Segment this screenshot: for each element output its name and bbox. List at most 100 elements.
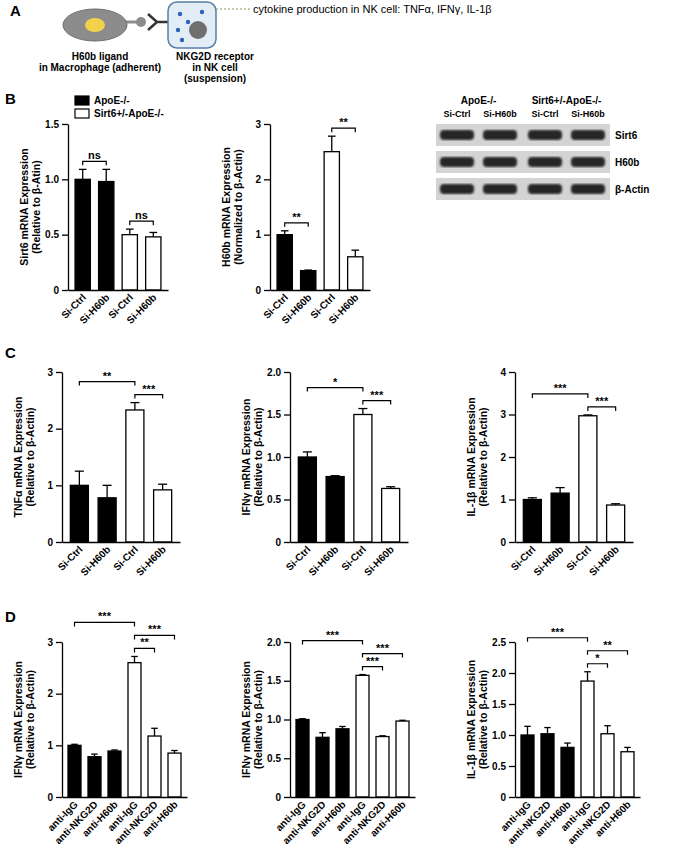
error-cap [158, 484, 167, 485]
x-tick-label: Si-H60b [77, 292, 111, 326]
y-tick: 2.0 [267, 637, 290, 648]
error-cap [151, 728, 158, 729]
error-cap [584, 671, 591, 672]
y-tick-label: 2 [47, 688, 53, 699]
y-tick-mark [284, 372, 290, 373]
blot-lane-label: Si-H60b [571, 109, 605, 119]
y-tick-mark [509, 797, 515, 798]
error-cap [556, 487, 565, 488]
y-axis-title: (Relative to β-Actin) [252, 670, 264, 769]
y-tick: 1.5 [492, 699, 515, 710]
bar [354, 415, 372, 543]
y-axis-title: IL-1β mRNA Expression [465, 660, 477, 779]
cytokine-dot [186, 20, 190, 24]
plot-area [68, 656, 181, 797]
bar [128, 663, 141, 797]
y-tick: 1.0 [492, 730, 515, 741]
y-tick-mark [264, 124, 270, 125]
error-cap [79, 169, 87, 170]
significance-bracket [363, 667, 383, 671]
bar [324, 152, 339, 290]
bar [168, 753, 181, 797]
x-axis: Si-CtrlSi-H60bSi-CtrlSi-H60b [284, 542, 409, 578]
blot-lane-label: Si-Ctrl [532, 109, 559, 119]
x-axis: Si-CtrlSi-H60bSi-CtrlSi-H60b [59, 290, 168, 326]
y-tick-label: 0.5 [267, 494, 281, 505]
plot-area [523, 415, 624, 542]
x-tick-label: Si-H60b [326, 292, 360, 326]
significance-label: ** [339, 116, 348, 128]
y-axis-title: (Relative to β-Actin) [24, 407, 36, 506]
error-cap [399, 720, 406, 721]
panel-letter: D [5, 608, 16, 625]
blot-group-label: ApoE-/- [461, 95, 497, 106]
y-tick-mark [62, 124, 68, 125]
y-tick-mark [284, 642, 290, 643]
plot-area [75, 169, 161, 290]
significance-bracket [83, 161, 107, 165]
y-tick: 1.5 [267, 409, 290, 420]
error-bar [362, 409, 363, 415]
figure: ABCDcytokine production in NK cell: TNFα… [0, 0, 685, 866]
y-tick-mark [56, 485, 62, 486]
significance-label: *** [148, 623, 162, 635]
diagram-label: H60b ligand [72, 51, 129, 62]
error-cap [583, 414, 592, 415]
y-tick-mark [509, 457, 515, 458]
error-cap [281, 230, 289, 231]
y-tick: 3 [500, 409, 515, 420]
blot-band [528, 184, 562, 194]
x-axis: anti-IgGanti-NKG2Danti-H60banti-IgGanti-… [45, 797, 187, 846]
y-tick-mark [284, 499, 290, 500]
error-bar [134, 403, 135, 410]
y-tick-label: 1.0 [45, 174, 59, 185]
y-tick-label: 0 [47, 792, 53, 803]
significance-bracket [130, 221, 154, 225]
error-bar [79, 471, 80, 485]
error-cap [299, 718, 306, 719]
y-tick-mark [509, 642, 515, 643]
y-tick-label: 0 [500, 792, 506, 803]
y-axis-title: (Relative to β-Actin) [24, 670, 36, 769]
bar [601, 734, 614, 797]
error-bar [106, 485, 107, 497]
x-tick-label: Si-H60b [531, 544, 565, 578]
error-cap [71, 744, 78, 745]
blot-band [483, 184, 517, 194]
y-tick: 0 [255, 285, 270, 296]
y-tick: 2.0 [492, 668, 515, 679]
y-tick: 1.5 [267, 675, 290, 686]
y-tick: 1 [47, 740, 62, 751]
bar-chart: 0123anti-IgGanti-NKG2Danti-H60banti-IgGa… [12, 610, 188, 846]
error-cap [528, 497, 537, 498]
error-bar [162, 484, 163, 490]
error-bar [307, 452, 308, 457]
macrophage [63, 9, 127, 41]
y-tick-label: 1.5 [45, 119, 59, 130]
y-tick: 3 [47, 367, 62, 378]
nk-nucleus [189, 21, 207, 39]
y-tick-mark [264, 179, 270, 180]
y-tick-mark [509, 766, 515, 767]
bar [551, 493, 569, 542]
y-axis-title: (Relative to β-Atin) [30, 160, 42, 253]
y-tick: 3 [255, 119, 270, 130]
y-tick-label: 2.5 [492, 637, 506, 648]
diagram: cytokine production in NK cell: TNFα, IF… [39, 2, 492, 84]
y-axis: 01234 [500, 367, 515, 548]
significance-bracket [528, 638, 588, 642]
error-cap [75, 471, 84, 472]
y-tick: 2 [47, 688, 62, 699]
legend-label: Sirt6+/-ApoE-/- [94, 108, 164, 119]
significance-label: *** [595, 395, 609, 407]
bar [301, 271, 316, 290]
cytokine-dot [180, 38, 184, 42]
significance-label: *** [142, 383, 156, 395]
significance-label: *** [554, 382, 568, 394]
y-tick-mark [509, 735, 515, 736]
y-tick-mark [62, 235, 68, 236]
x-tick: Si-H60b [124, 290, 158, 326]
y-axis-line [290, 373, 291, 543]
bar [316, 737, 329, 797]
bar-chart: 00.51.01.52.02.5anti-IgGanti-NKG2Danti-H… [465, 626, 641, 846]
